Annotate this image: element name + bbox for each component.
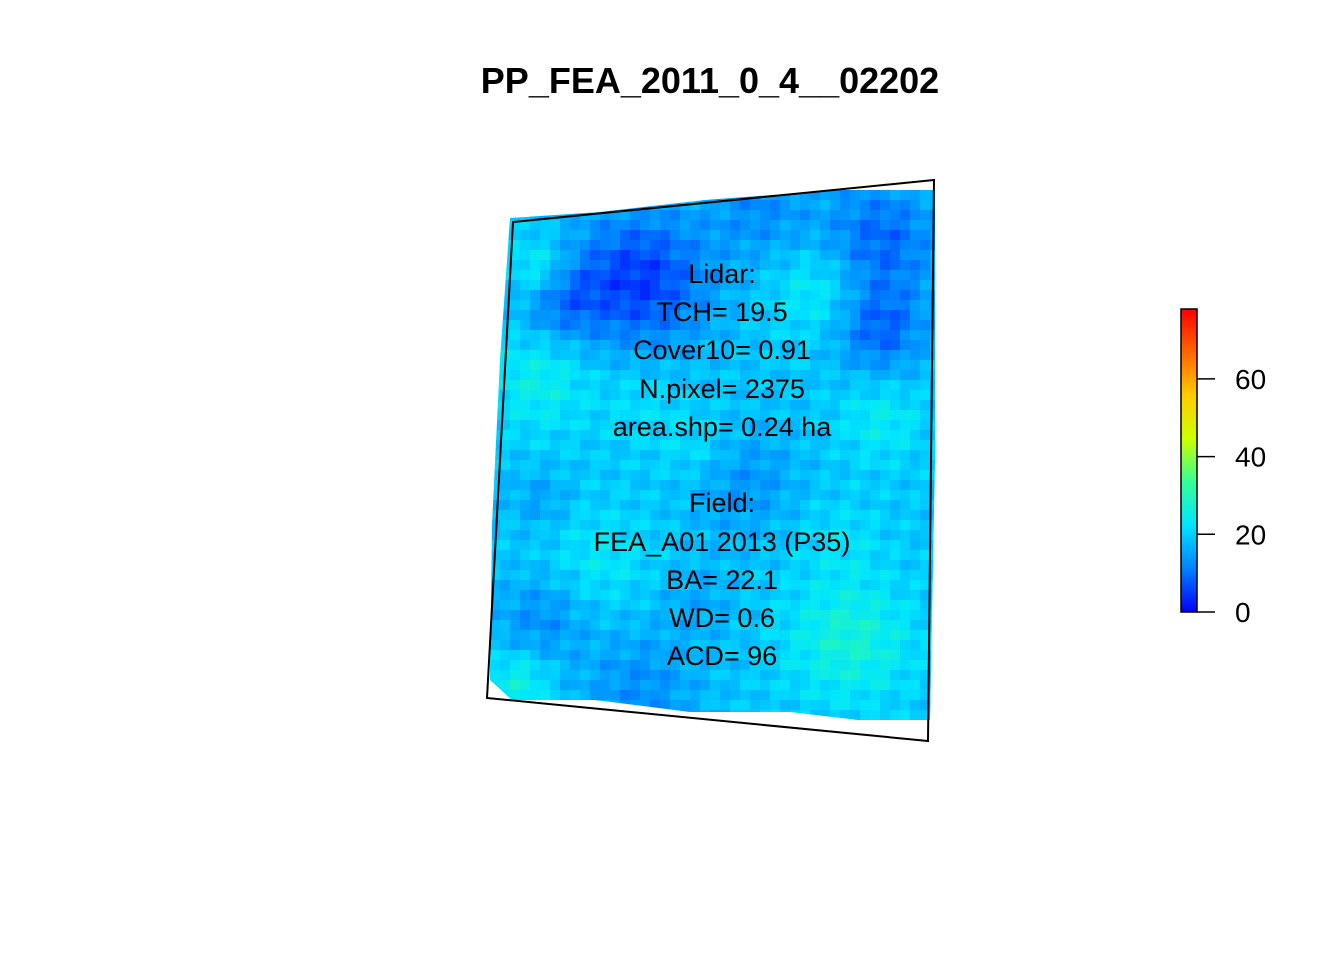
acd-value: ACD= 96 (667, 641, 777, 671)
npixel-value: N.pixel= 2375 (639, 374, 805, 404)
plot-annotation: Lidar: TCH= 19.5 Cover10= 0.91 N.pixel= … (594, 259, 851, 671)
legend-tick-label: 20 (1235, 519, 1266, 550)
color-legend: 0 20 40 60 (1180, 308, 1266, 628)
plot-boundary (485, 178, 936, 743)
area-value: area.shp= 0.24 ha (613, 412, 832, 442)
legend-ticks: 0 20 40 60 (1197, 364, 1266, 628)
field-header: Field: (689, 488, 755, 518)
wd-value: WD= 0.6 (669, 603, 775, 633)
legend-tick-label: 40 (1235, 442, 1266, 473)
lidar-header: Lidar: (688, 259, 756, 289)
legend-colorbar (1180, 308, 1198, 613)
legend-tick-label: 60 (1235, 364, 1266, 395)
map-title: PP_FEA_2011_0_4__02202 (481, 60, 939, 101)
ba-value: BA= 22.1 (666, 565, 778, 595)
field-plot-id: FEA_A01 2013 (P35) (594, 527, 851, 557)
legend-tick-label: 0 (1235, 597, 1251, 628)
cover10-value: Cover10= 0.91 (633, 335, 811, 365)
tch-value: TCH= 19.5 (656, 297, 787, 327)
